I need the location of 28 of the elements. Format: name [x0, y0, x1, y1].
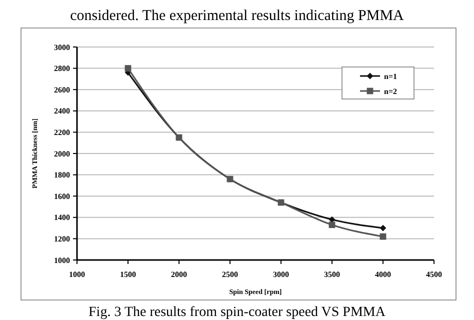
x-tick-label: 2000: [171, 270, 187, 279]
y-tick-label: 1400: [54, 213, 70, 222]
y-tick-label: 2000: [54, 149, 70, 158]
x-tick-label: 4000: [375, 270, 391, 279]
x-tick-label: 3500: [324, 270, 340, 279]
point: [380, 233, 386, 240]
point: [328, 222, 336, 228]
point: [380, 224, 386, 232]
y-tick-label: 2200: [54, 128, 70, 137]
point: [124, 65, 132, 72]
y-tick-label: 2600: [54, 85, 70, 94]
x-tick-label: 2500: [222, 270, 238, 279]
y-tick-label: 1600: [54, 192, 70, 201]
y-tick-label: 1800: [54, 170, 70, 180]
x-tick-label: 1000: [69, 270, 85, 279]
y-tick-label: 1200: [54, 234, 70, 244]
y-tick-label: 2400: [54, 106, 70, 116]
x-tick-label: 4500: [426, 270, 442, 279]
legend-label: n=1: [384, 72, 398, 81]
point: [328, 216, 336, 223]
text: considered. The experimental results indicating PMMA: [70, 8, 404, 24]
caption: Fig. 3 The results from spin-coater speed VS PMMA: [88, 305, 386, 320]
legend-label: n=2: [384, 86, 398, 96]
y-tick-label: 1000: [54, 256, 70, 265]
x-tick-label: 3000: [273, 270, 289, 279]
y-tick-label: 3000: [54, 42, 70, 52]
x-tick-label: 1500: [120, 270, 136, 279]
y-tick-label: 2800: [54, 64, 70, 74]
